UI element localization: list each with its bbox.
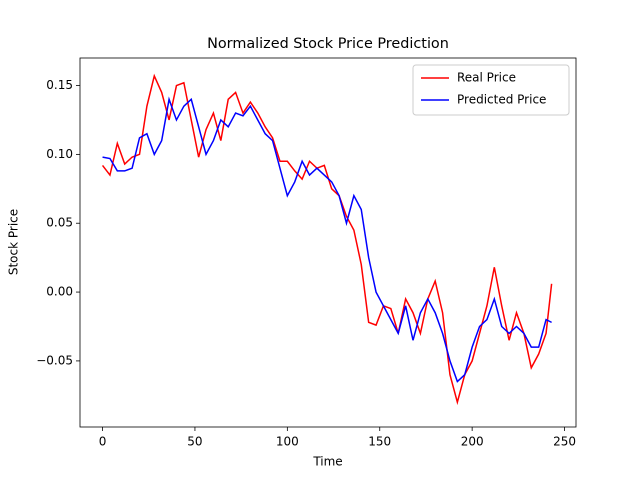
x-tick-label: 0 [99, 435, 107, 449]
y-tick-label: −0.05 [36, 353, 73, 367]
x-axis-label: Time [312, 455, 342, 469]
x-tick-label: 100 [276, 435, 299, 449]
plot-frame [79, 57, 577, 428]
series-line [101, 73, 553, 406]
legend-label: Predicted Price [457, 93, 546, 107]
x-tick-label: 250 [553, 435, 576, 449]
x-tick-label: 200 [461, 435, 484, 449]
y-axis-label: Stock Price [7, 209, 21, 275]
legend-box [412, 64, 570, 116]
x-tick-label: 150 [368, 435, 391, 449]
chart-title: Normalized Stock Price Prediction [207, 36, 449, 52]
y-tick-label: 0.00 [46, 285, 73, 299]
legend-label: Real Price [457, 71, 516, 85]
x-tick-label: 50 [187, 435, 202, 449]
y-tick-label: 0.05 [46, 216, 73, 230]
y-tick-label: 0.10 [46, 147, 73, 161]
y-tick-label: 0.15 [46, 78, 73, 92]
series-line [102, 96, 552, 383]
